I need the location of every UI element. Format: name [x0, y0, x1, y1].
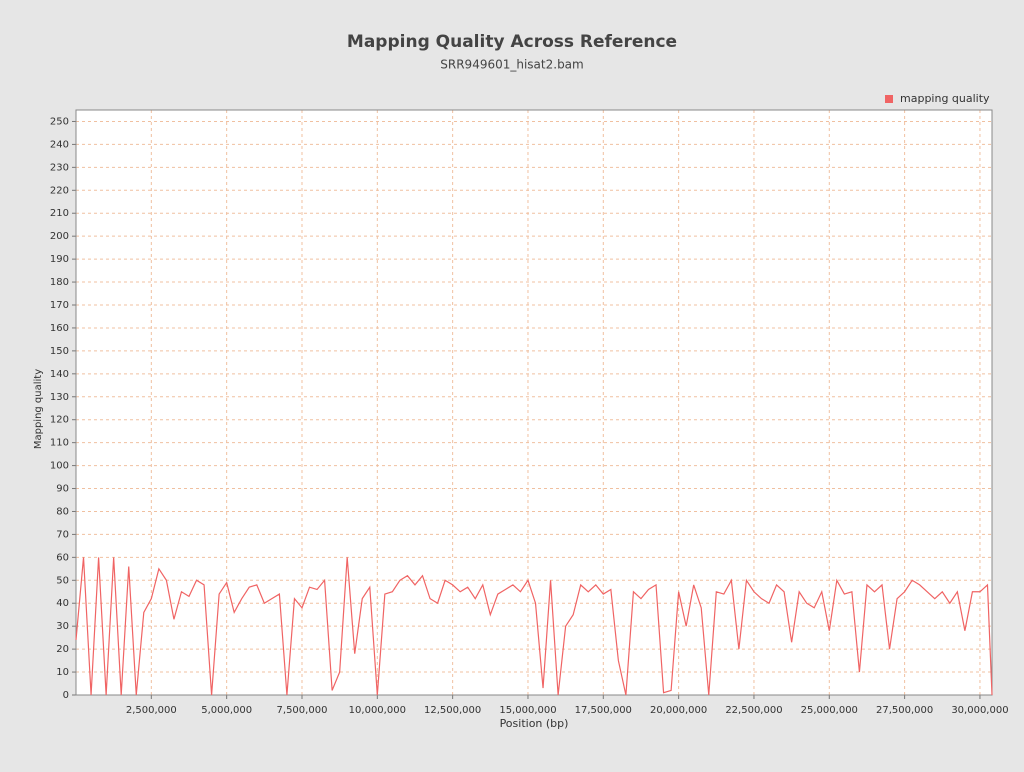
x-tick-label: 22,500,000	[725, 705, 782, 716]
legend-label: mapping quality	[900, 92, 990, 105]
plot-area	[76, 110, 992, 695]
x-tick-label: 27,500,000	[876, 705, 933, 716]
y-tick-label: 190	[50, 254, 69, 265]
y-tick-label: 210	[50, 208, 69, 219]
y-tick-label: 30	[56, 621, 69, 632]
y-tick-label: 80	[56, 506, 69, 517]
x-tick-label: 20,000,000	[650, 705, 707, 716]
x-tick-label: 12,500,000	[424, 705, 481, 716]
y-tick-label: 170	[50, 300, 69, 311]
y-tick-label: 220	[50, 185, 69, 196]
x-tick-label: 5,000,000	[201, 705, 252, 716]
y-tick-label: 0	[63, 690, 69, 701]
x-tick-label: 7,500,000	[277, 705, 328, 716]
y-tick-label: 140	[50, 369, 69, 380]
y-tick-label: 110	[50, 438, 69, 449]
legend-swatch	[885, 95, 893, 103]
y-tick-label: 230	[50, 162, 69, 173]
x-axis-label: Position (bp)	[500, 717, 569, 730]
y-tick-label: 120	[50, 415, 69, 426]
chart-subtitle: SRR949601_hisat2.bam	[440, 58, 583, 72]
y-tick-label: 70	[56, 529, 69, 540]
y-tick-label: 90	[56, 484, 69, 495]
x-tick-label: 25,000,000	[801, 705, 858, 716]
plot-border	[75, 109, 993, 696]
y-axis-label: Mapping quality	[33, 369, 44, 449]
x-tick-label: 30,000,000	[951, 705, 1008, 716]
y-tick-label: 180	[50, 277, 69, 288]
y-tick-label: 20	[56, 644, 69, 655]
data-line	[75, 557, 993, 696]
y-tick-label: 60	[56, 552, 69, 563]
y-tick-label: 50	[56, 575, 69, 586]
y-tick-label: 160	[50, 323, 69, 334]
y-tick-label: 200	[50, 231, 69, 242]
x-tick-label: 17,500,000	[575, 705, 632, 716]
y-tick-label: 150	[50, 346, 69, 357]
y-tick-label: 130	[50, 392, 69, 403]
y-tick-label: 100	[50, 461, 69, 472]
x-tick-label: 15,000,000	[499, 705, 556, 716]
x-tick-label: 2,500,000	[126, 705, 177, 716]
y-tick-label: 240	[50, 139, 69, 150]
y-tick-label: 40	[56, 598, 69, 609]
y-tick-label: 250	[50, 116, 69, 127]
y-tick-label: 10	[56, 667, 69, 678]
chart-title: Mapping Quality Across Reference	[347, 32, 677, 52]
x-tick-label: 10,000,000	[349, 705, 406, 716]
